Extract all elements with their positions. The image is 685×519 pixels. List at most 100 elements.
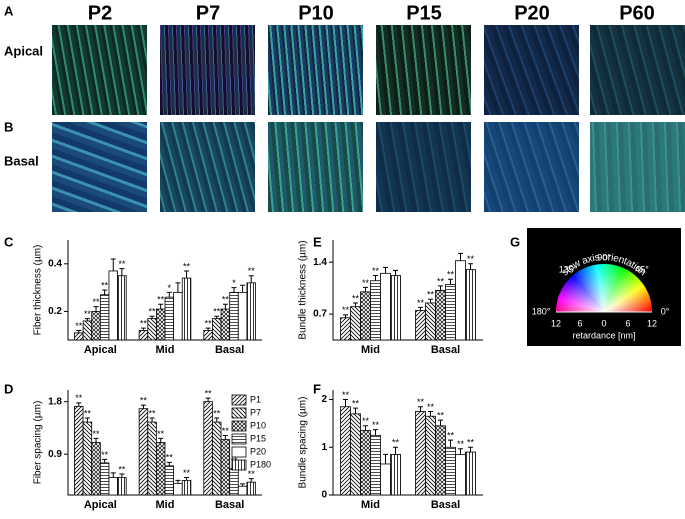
x-tick-label: Apical bbox=[84, 499, 117, 511]
x-tick-label: Mid bbox=[361, 499, 380, 511]
significance: ** bbox=[84, 408, 92, 418]
bar bbox=[229, 291, 239, 341]
micrograph bbox=[268, 122, 363, 212]
significance: ** bbox=[157, 429, 165, 439]
error-bar bbox=[158, 303, 164, 310]
error-bar bbox=[418, 306, 423, 311]
bar bbox=[455, 260, 466, 341]
error-bar bbox=[140, 404, 146, 409]
significance: ** bbox=[93, 297, 101, 307]
bar bbox=[173, 291, 183, 341]
axis bbox=[67, 390, 262, 496]
error-bar bbox=[166, 291, 172, 298]
bar bbox=[212, 421, 222, 496]
y-tick-label: 0.2 bbox=[48, 306, 62, 317]
bar bbox=[445, 284, 456, 341]
significance: ** bbox=[427, 290, 435, 300]
bar bbox=[181, 480, 192, 496]
error-bar bbox=[175, 282, 181, 293]
legend-label: P7 bbox=[250, 407, 261, 417]
x-tick-label: Apical bbox=[84, 344, 117, 356]
significance: ** bbox=[362, 416, 370, 426]
angle-label: 0° bbox=[661, 306, 670, 316]
y-axis-label: Fiber spacing (µm) bbox=[33, 401, 44, 485]
error-bar bbox=[428, 410, 433, 417]
scale-label: 12 bbox=[551, 318, 561, 328]
legend-label: P1 bbox=[250, 394, 261, 404]
error-bar bbox=[102, 458, 108, 463]
bar bbox=[465, 451, 476, 496]
significance: ** bbox=[437, 276, 445, 286]
bar bbox=[340, 406, 351, 496]
significance: ** bbox=[213, 408, 221, 418]
error-bar bbox=[418, 406, 423, 412]
panel-label: G bbox=[510, 234, 520, 249]
panel-label: B bbox=[4, 119, 13, 134]
column-label: P7 bbox=[196, 2, 220, 24]
bar bbox=[370, 434, 381, 496]
significance: ** bbox=[149, 408, 157, 418]
column-label: P10 bbox=[298, 2, 334, 24]
bar bbox=[415, 309, 426, 341]
error-bar bbox=[158, 437, 164, 443]
wheel-center bbox=[556, 264, 652, 312]
significance: ** bbox=[213, 307, 221, 317]
error-bar bbox=[149, 417, 155, 423]
error-bar bbox=[458, 448, 463, 455]
significance: ** bbox=[342, 305, 350, 315]
bar bbox=[455, 454, 466, 496]
significance: ** bbox=[437, 410, 445, 420]
significance: ** bbox=[352, 399, 360, 409]
legend-swatch bbox=[231, 420, 247, 432]
x-tick-label: Basal bbox=[215, 499, 244, 511]
bar bbox=[246, 282, 256, 341]
bar bbox=[435, 425, 446, 496]
bar bbox=[229, 468, 239, 496]
bar bbox=[237, 291, 248, 341]
angle-label: 180° bbox=[532, 306, 551, 316]
error-bar bbox=[184, 477, 190, 481]
legend-label: P180 bbox=[250, 459, 271, 469]
error-bar bbox=[222, 435, 228, 440]
significance: ** bbox=[248, 266, 256, 276]
error-bar bbox=[214, 417, 220, 423]
error-bar bbox=[76, 329, 82, 333]
bar bbox=[117, 477, 127, 496]
bar bbox=[173, 482, 183, 496]
error-bar bbox=[468, 446, 473, 453]
bar bbox=[155, 308, 166, 341]
micrograph bbox=[52, 25, 147, 115]
legend-label: P15 bbox=[250, 433, 266, 443]
significance: ** bbox=[417, 397, 425, 407]
significance: ** bbox=[372, 266, 380, 276]
bar bbox=[350, 306, 361, 341]
bar bbox=[99, 462, 110, 496]
error-bar bbox=[110, 472, 116, 478]
bar bbox=[91, 442, 101, 496]
bar bbox=[390, 275, 401, 341]
bar bbox=[117, 275, 127, 341]
panel-label: F bbox=[313, 381, 321, 396]
significance: ** bbox=[75, 321, 83, 331]
row-label: Basal bbox=[4, 153, 39, 168]
significance: * bbox=[232, 278, 236, 288]
angle-label: 90° bbox=[597, 252, 611, 262]
bar bbox=[445, 446, 456, 496]
error-bar bbox=[93, 437, 99, 443]
significance: ** bbox=[118, 464, 126, 474]
significance: ** bbox=[157, 295, 165, 305]
column-label: P15 bbox=[406, 2, 442, 24]
error-bar bbox=[248, 275, 254, 283]
error-bar bbox=[76, 402, 82, 407]
significance: ** bbox=[222, 295, 230, 305]
significance: ** bbox=[372, 420, 380, 430]
significance: ** bbox=[417, 298, 425, 308]
micrograph bbox=[160, 25, 255, 115]
bar bbox=[74, 332, 84, 341]
y-tick-label: 0.7 bbox=[313, 309, 327, 320]
significance: ** bbox=[427, 402, 435, 412]
micrograph bbox=[484, 25, 579, 115]
scale-label: 6 bbox=[625, 318, 630, 328]
bar bbox=[425, 302, 436, 341]
